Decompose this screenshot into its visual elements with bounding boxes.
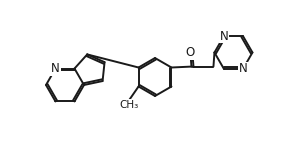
Text: N: N <box>220 30 228 43</box>
Text: N: N <box>51 62 60 75</box>
Text: CH₃: CH₃ <box>119 100 138 110</box>
Text: O: O <box>186 46 195 59</box>
Text: N: N <box>239 62 247 76</box>
